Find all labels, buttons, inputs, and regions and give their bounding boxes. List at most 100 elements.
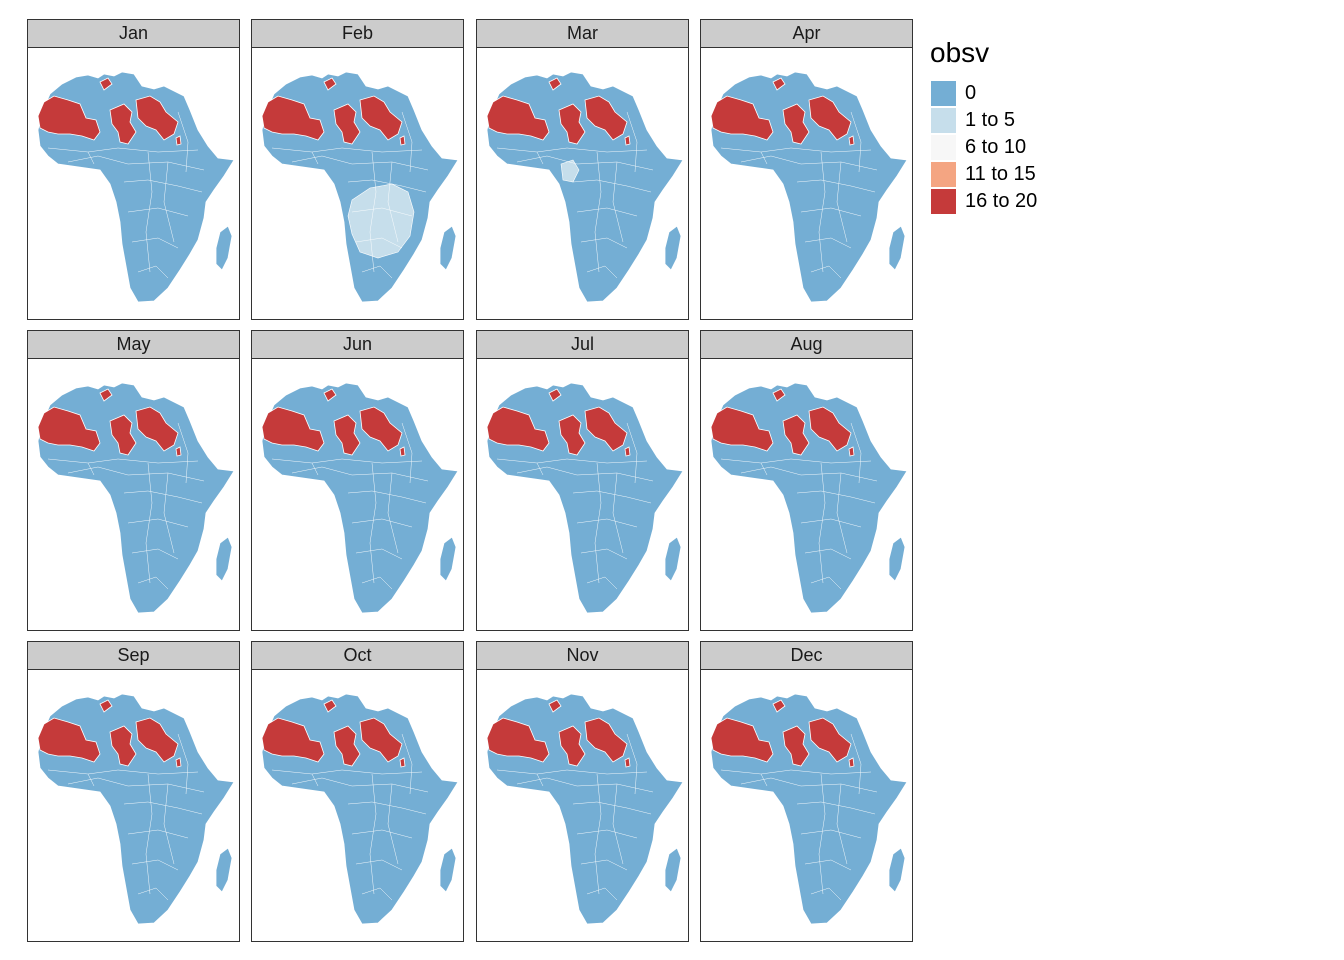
map-plot-area [476,47,689,320]
legend-key-0 [930,80,957,107]
africa-map [710,71,908,303]
map-panel-aug: Aug [700,330,913,631]
region-16-to-20 [175,135,182,146]
legend-item-0: 0 [930,80,1037,107]
admin-boundaries [720,733,878,901]
region-16-to-20 [261,406,325,452]
region-16-to-20 [848,135,855,146]
legend-label-11-to-15: 11 to 15 [965,163,1036,185]
region-16-to-20 [135,717,179,763]
legend: obsv 0 1 to 5 6 to 10 11 to 15 16 to 20 [930,36,1037,215]
region-16-to-20 [710,95,774,141]
region-16-to-20 [624,446,631,457]
region-16-to-20 [99,388,113,402]
africa-map [261,382,459,614]
map-plot-area [27,47,240,320]
region-16-to-20 [558,414,586,456]
africa-map [486,693,684,925]
madagascar [664,536,682,582]
region-16-to-20 [333,103,361,145]
legend-label-6-to-10: 6 to 10 [965,136,1027,158]
region-16-to-20 [109,414,137,456]
map-plot-area [476,669,689,942]
region-16-to-20 [109,103,137,145]
region-16-to-20 [359,406,403,452]
region-16-to-20 [558,725,586,767]
admin-boundaries [47,733,205,901]
region-16-to-20 [548,699,562,713]
map-plot-area [27,358,240,631]
facet-strip-label: Oct [251,641,464,670]
facet-strip-label: May [27,330,240,359]
region-16-to-20 [261,95,325,141]
africa-map [261,71,459,303]
region-16-to-20 [399,446,406,457]
region-16-to-20 [624,757,631,768]
region-16-to-20 [624,135,631,146]
map-panel-apr: Apr [700,19,913,320]
map-plot-area [700,669,913,942]
region-16-to-20 [782,103,810,145]
admin-boundaries [271,111,429,279]
admin-boundaries [496,733,654,901]
map-plot-area [700,358,913,631]
region-16-to-20 [37,95,101,141]
legend-label-16-to-20: 16 to 20 [965,190,1038,212]
map-panel-jun: Jun [251,330,464,631]
map-plot-area [251,358,464,631]
madagascar [215,225,233,271]
africa-map [37,382,235,614]
madagascar [439,536,457,582]
region-16-to-20 [359,717,403,763]
admin-boundaries [271,422,429,590]
legend-item-16-to-20: 16 to 20 [930,188,1037,215]
facet-strip-label: Nov [476,641,689,670]
admin-boundaries [496,111,654,279]
region-16-to-20 [782,414,810,456]
legend-key-6-to-10 [930,134,957,161]
facet-strip-label: Dec [700,641,913,670]
facet-strip-label: Jul [476,330,689,359]
region-16-to-20 [710,406,774,452]
madagascar [888,536,906,582]
madagascar [215,847,233,893]
map-panel-dec: Dec [700,641,913,942]
facet-strip-label: Aug [700,330,913,359]
map-panel-feb: Feb [251,19,464,320]
region-16-to-20 [399,135,406,146]
region-16-to-20 [175,757,182,768]
map-panel-jan: Jan [27,19,240,320]
region-16-to-20 [486,95,550,141]
region-16-to-20 [548,388,562,402]
region-16-to-20 [37,406,101,452]
map-panel-nov: Nov [476,641,689,942]
legend-item-1-to-5: 1 to 5 [930,107,1037,134]
map-panel-oct: Oct [251,641,464,942]
africa-map [710,693,908,925]
region-16-to-20 [486,717,550,763]
facet-strip-label: Sep [27,641,240,670]
region-16-to-20 [109,725,137,767]
madagascar [664,847,682,893]
region-1-to-5 [560,159,580,183]
madagascar [215,536,233,582]
region-16-to-20 [135,406,179,452]
madagascar [888,225,906,271]
region-16-to-20 [323,77,337,91]
region-16-to-20 [135,95,179,141]
madagascar [439,847,457,893]
legend-label-0: 0 [965,82,977,104]
map-panel-may: May [27,330,240,631]
facet-strip-label: Jan [27,19,240,48]
admin-boundaries [271,733,429,901]
region-16-to-20 [99,699,113,713]
africa-map [37,71,235,303]
africa-map [486,71,684,303]
region-16-to-20 [333,725,361,767]
map-panel-mar: Mar [476,19,689,320]
region-16-to-20 [710,717,774,763]
region-16-to-20 [333,414,361,456]
region-16-to-20 [782,725,810,767]
legend-key-16-to-20 [930,188,957,215]
region-16-to-20 [584,95,628,141]
